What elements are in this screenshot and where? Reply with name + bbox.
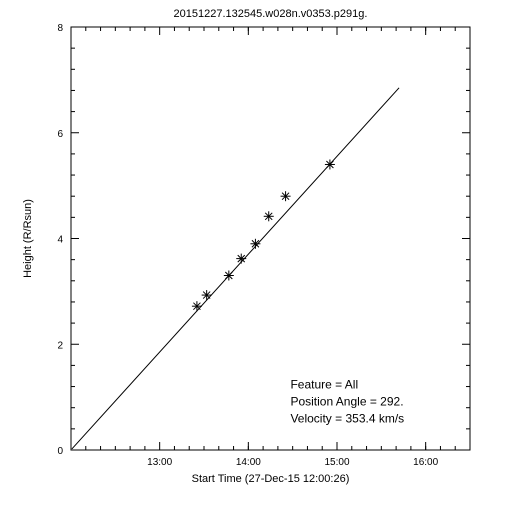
data-point bbox=[202, 290, 212, 300]
y-tick-label: 4 bbox=[57, 235, 63, 246]
x-tick-label: 15:00 bbox=[324, 457, 349, 468]
x-tick-label: 13:00 bbox=[147, 457, 172, 468]
x-axis-label: Start Time (27-Dec-15 12:00:26) bbox=[192, 473, 350, 485]
data-point bbox=[236, 254, 246, 264]
data-point bbox=[325, 159, 335, 169]
data-point bbox=[250, 239, 260, 249]
x-tick-label: 14:00 bbox=[236, 457, 261, 468]
y-tick-label: 8 bbox=[57, 23, 63, 34]
chart-title: 20151227.132545.w028n.v0353.p291g. bbox=[174, 8, 368, 20]
y-axis-label: Height (R/Rsun) bbox=[22, 199, 34, 278]
data-point bbox=[224, 271, 234, 281]
y-tick-label: 2 bbox=[57, 340, 63, 351]
annotation-text: Velocity = 353.4 km/s bbox=[290, 412, 404, 426]
annotation-text: Feature = All bbox=[290, 378, 358, 392]
y-tick-label: 6 bbox=[57, 129, 63, 140]
data-point bbox=[192, 301, 202, 311]
annotation-text: Position Angle = 292. bbox=[290, 395, 403, 409]
y-tick-label: 0 bbox=[57, 446, 63, 457]
data-point bbox=[264, 211, 274, 221]
x-tick-label: 16:00 bbox=[413, 457, 438, 468]
height-time-chart: 13:00 14:00 15:00 16:00 0 2 4 6 8 Feature = All Po… bbox=[0, 0, 512, 512]
data-point bbox=[281, 191, 291, 201]
